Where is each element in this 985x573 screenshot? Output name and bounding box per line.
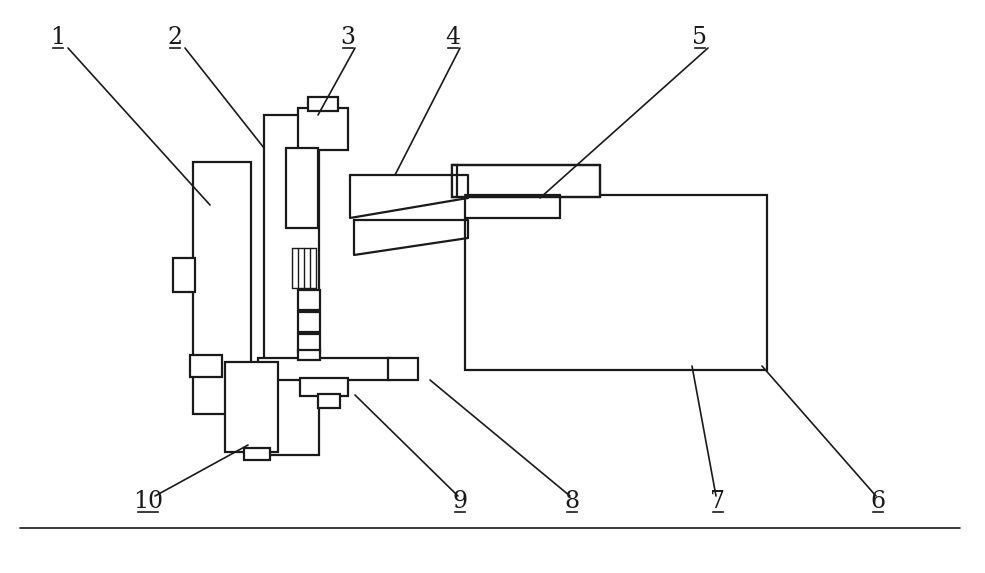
Bar [173, 258, 195, 292]
Bar [388, 358, 418, 380]
Bar [264, 115, 319, 455]
Text: 1: 1 [50, 26, 66, 49]
Bar [300, 378, 348, 396]
Text: 2: 2 [167, 26, 182, 49]
Bar [298, 312, 320, 332]
Text: 7: 7 [710, 490, 726, 513]
Text: 9: 9 [452, 490, 468, 513]
Bar [258, 358, 390, 380]
Text: 10: 10 [133, 490, 164, 513]
Bar [298, 350, 320, 360]
Bar [298, 290, 320, 310]
Bar [308, 97, 338, 111]
Text: 6: 6 [871, 490, 886, 513]
Bar [244, 448, 270, 460]
Bar [225, 362, 278, 452]
Bar [452, 165, 457, 197]
Text: 5: 5 [692, 26, 707, 49]
Bar [298, 334, 320, 352]
Text: 4: 4 [445, 26, 461, 49]
Text: 8: 8 [564, 490, 579, 513]
Bar [465, 195, 767, 370]
Bar [193, 162, 251, 414]
Bar [190, 355, 222, 377]
Bar [452, 165, 600, 197]
Bar [286, 148, 318, 228]
Bar [318, 394, 340, 408]
Bar [298, 108, 348, 150]
Text: 3: 3 [341, 26, 356, 49]
